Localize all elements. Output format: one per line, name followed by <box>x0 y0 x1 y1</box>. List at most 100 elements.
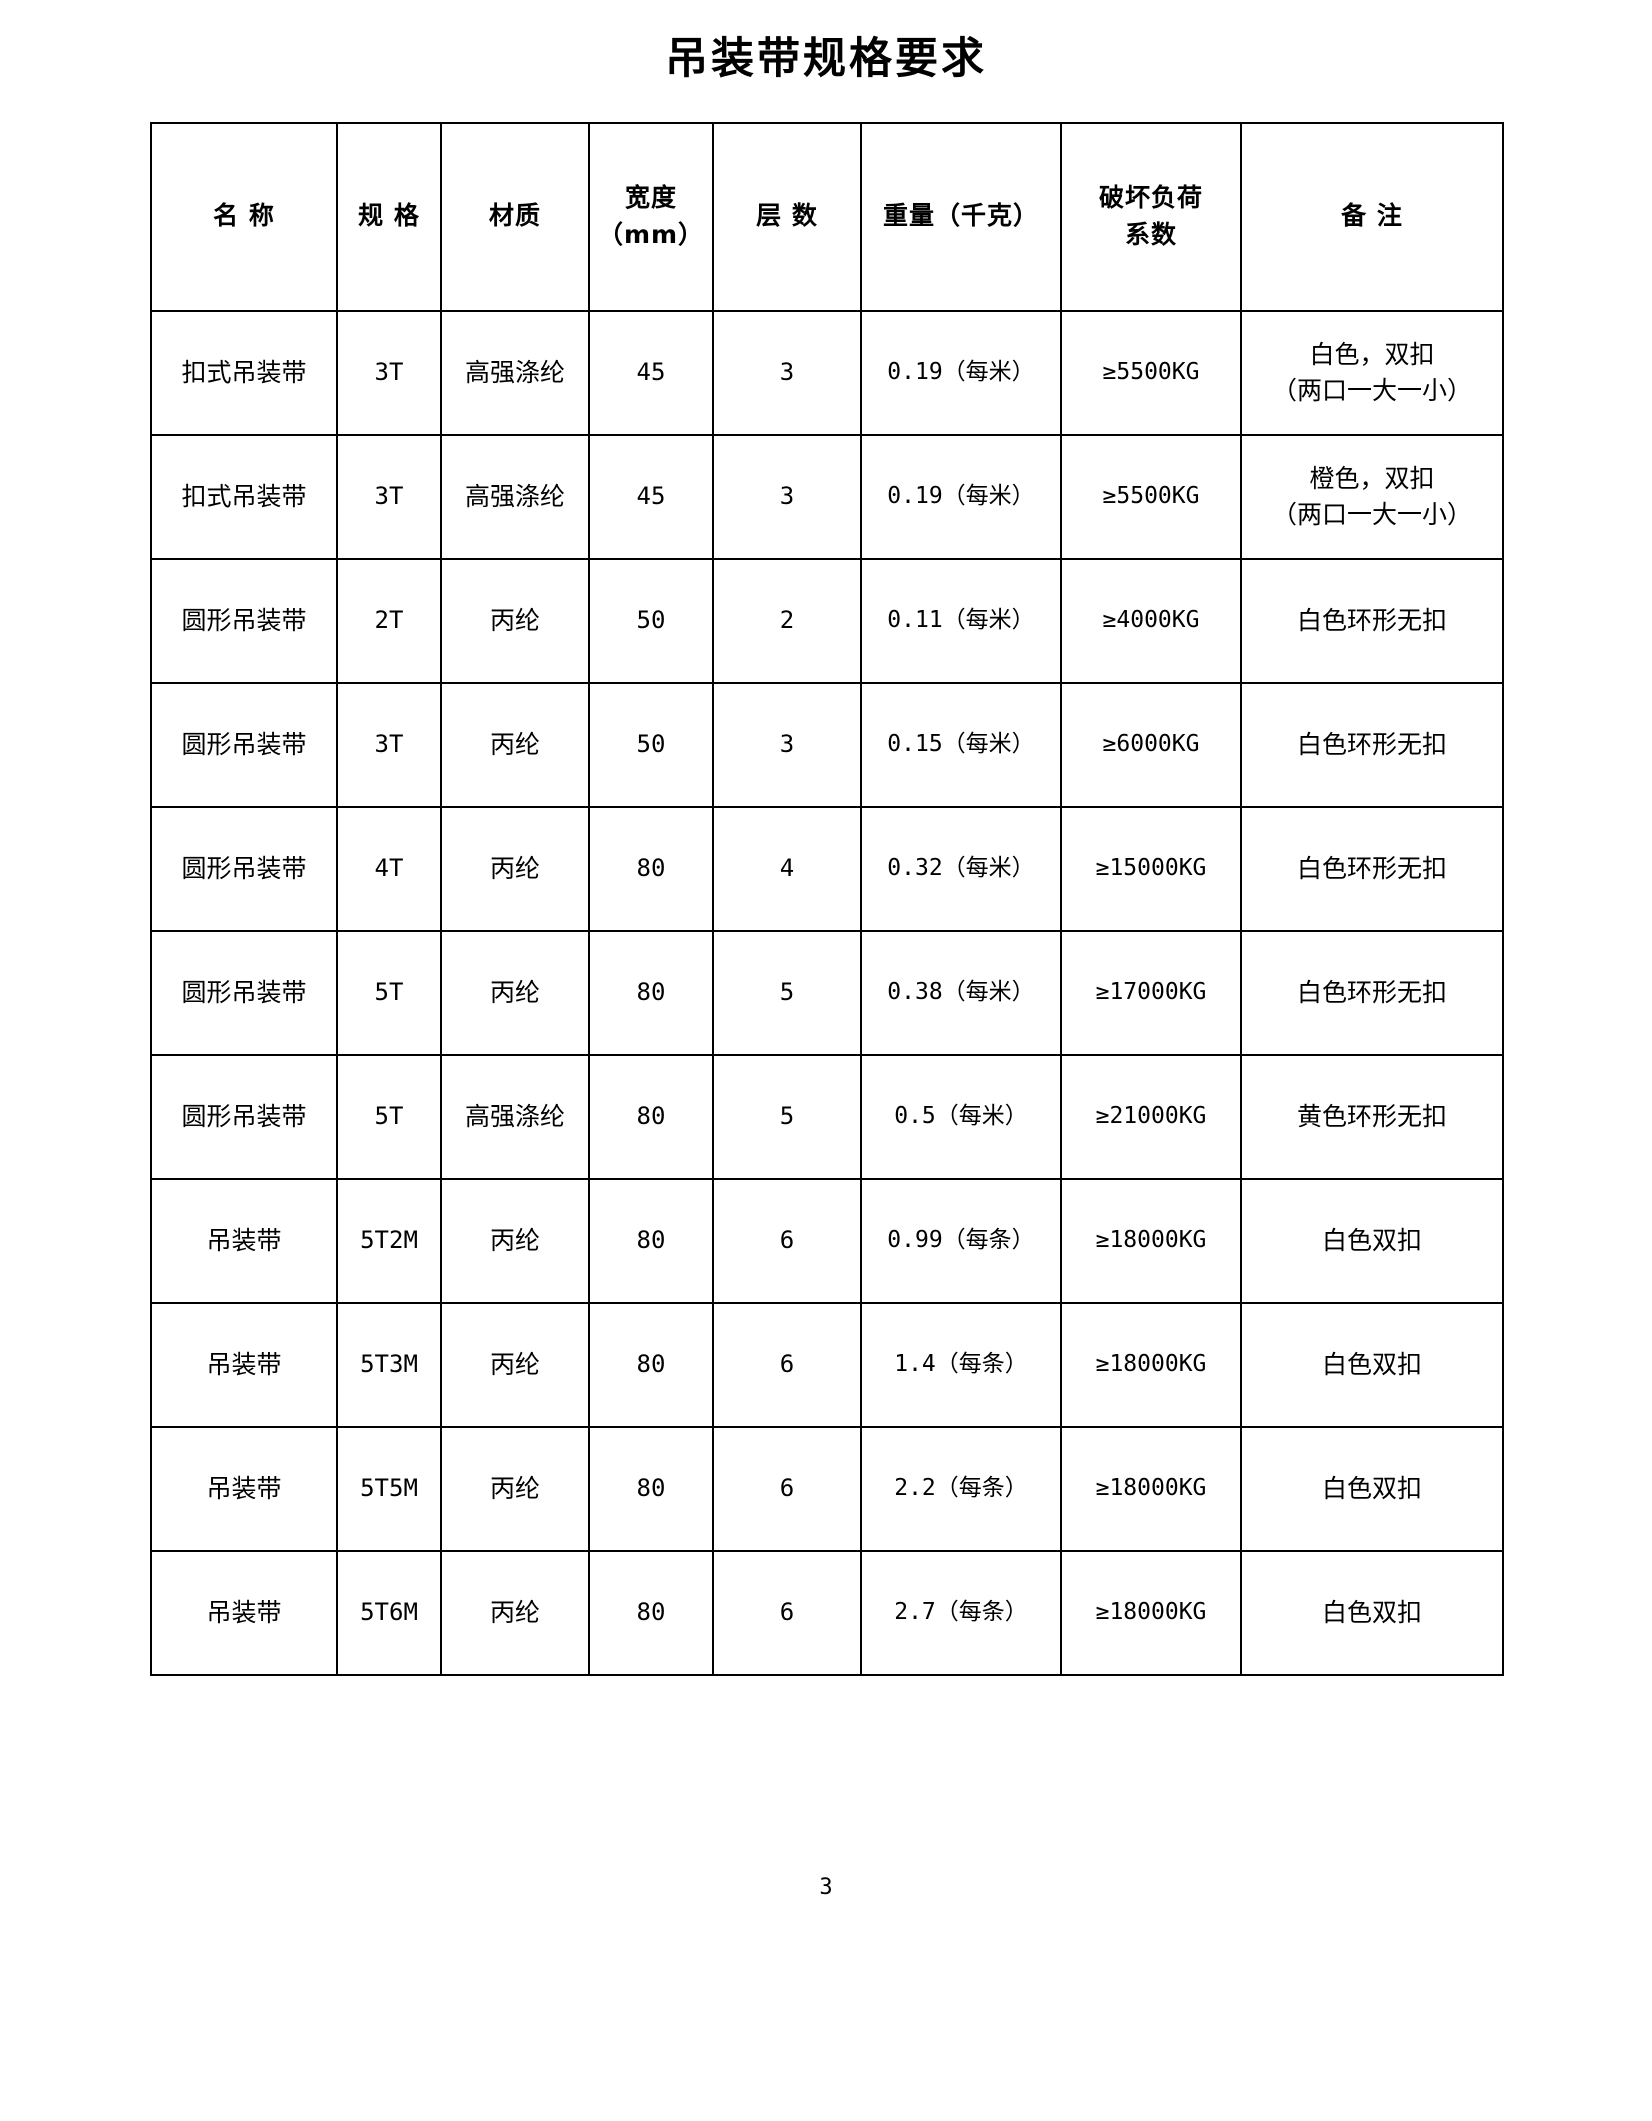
cell-remark-line: 白色双扣 <box>1321 1597 1422 1627</box>
cell-remark-line: 黄色环形无扣 <box>1296 1101 1447 1131</box>
cell-remark: 白色环形无扣 <box>1240 557 1504 684</box>
cell-name: 圆形吊装带 <box>150 929 338 1056</box>
cell-width: 50 <box>588 681 714 808</box>
column-header-breaking-load: 破坏负荷 系数 <box>1060 121 1242 312</box>
column-header-width-unit: （mm） <box>597 219 705 249</box>
cell-name: 扣式吊装带 <box>150 309 338 436</box>
page-title: 吊装带规格要求 <box>665 34 987 84</box>
cell-breaking-load: ≥6000KG <box>1060 681 1242 808</box>
cell-weight: 0.19（每米） <box>860 433 1062 560</box>
column-header-width-label: 宽度 <box>624 183 677 213</box>
cell-layers: 6 <box>712 1177 862 1304</box>
table-row: 圆形吊装带 3T 丙纶 50 3 0.15（每米） ≥6000KG 白色环形无扣 <box>150 681 1504 808</box>
table-row: 圆形吊装带 5T 丙纶 80 5 0.38（每米） ≥17000KG 白色环形无扣 <box>150 929 1504 1056</box>
cell-weight: 0.19（每米） <box>860 309 1062 436</box>
cell-breaking-load: ≥18000KG <box>1060 1301 1242 1428</box>
cell-name: 吊装带 <box>150 1425 338 1552</box>
cell-remark: 白色，双扣 （两口一大一小） <box>1240 309 1504 436</box>
cell-remark: 白色环形无扣 <box>1240 929 1504 1056</box>
cell-breaking-load: ≥18000KG <box>1060 1177 1242 1304</box>
cell-layers: 3 <box>712 309 862 436</box>
table-body: 扣式吊装带 3T 高强涤纶 45 3 0.19（每米） ≥5500KG 白色，双扣 （两口一大一… <box>150 309 1504 1676</box>
table-row: 吊装带 5T3M 丙纶 80 6 1.4（每条） ≥18000KG 白色双扣 <box>150 1301 1504 1428</box>
cell-breaking-load: ≥18000KG <box>1060 1425 1242 1552</box>
cell-material: 丙纶 <box>440 805 590 932</box>
table-row: 扣式吊装带 3T 高强涤纶 45 3 0.19（每米） ≥5500KG 白色，双扣 （两口一大一… <box>150 309 1504 436</box>
cell-weight: 0.11（每米） <box>860 557 1062 684</box>
cell-width: 80 <box>588 929 714 1056</box>
cell-remark: 白色双扣 <box>1240 1425 1504 1552</box>
cell-spec: 4T <box>336 805 442 932</box>
cell-spec: 5T2M <box>336 1177 442 1304</box>
cell-weight: 0.32（每米） <box>860 805 1062 932</box>
cell-remark: 白色双扣 <box>1240 1549 1504 1676</box>
table-row: 圆形吊装带 2T 丙纶 50 2 0.11（每米） ≥4000KG 白色环形无扣 <box>150 557 1504 684</box>
cell-breaking-load: ≥21000KG <box>1060 1053 1242 1180</box>
cell-width: 80 <box>588 1301 714 1428</box>
cell-spec: 3T <box>336 681 442 808</box>
column-header-weight-label: 重量（千克） <box>882 201 1039 231</box>
cell-remark: 白色环形无扣 <box>1240 681 1504 808</box>
cell-breaking-load: ≥5500KG <box>1060 433 1242 560</box>
cell-remark-line: 白色双扣 <box>1321 1349 1422 1379</box>
cell-breaking-load: ≥5500KG <box>1060 309 1242 436</box>
cell-remark: 黄色环形无扣 <box>1240 1053 1504 1180</box>
cell-spec: 5T5M <box>336 1425 442 1552</box>
cell-breaking-load: ≥15000KG <box>1060 805 1242 932</box>
cell-material: 丙纶 <box>440 1301 590 1428</box>
cell-name: 扣式吊装带 <box>150 433 338 560</box>
cell-layers: 2 <box>712 557 862 684</box>
cell-weight: 2.2（每条） <box>860 1425 1062 1552</box>
cell-remark: 白色双扣 <box>1240 1301 1504 1428</box>
cell-spec: 5T3M <box>336 1301 442 1428</box>
cell-material: 丙纶 <box>440 929 590 1056</box>
cell-breaking-load: ≥18000KG <box>1060 1549 1242 1676</box>
column-header-weight: 重量（千克） <box>860 121 1062 312</box>
table-row: 吊装带 5T6M 丙纶 80 6 2.7（每条） ≥18000KG 白色双扣 <box>150 1549 1504 1676</box>
cell-width: 80 <box>588 1549 714 1676</box>
cell-spec: 5T6M <box>336 1549 442 1676</box>
cell-remark-line: 橙色，双扣 <box>1309 463 1435 493</box>
cell-width: 45 <box>588 433 714 560</box>
cell-width: 80 <box>588 1425 714 1552</box>
table-row: 圆形吊装带 4T 丙纶 80 4 0.32（每米） ≥15000KG 白色环形无扣 <box>150 805 1504 932</box>
column-header-spec-label: 规 格 <box>358 201 420 231</box>
cell-remark-line: 白色环形无扣 <box>1296 977 1447 1007</box>
cell-remark-line: 白色双扣 <box>1321 1473 1422 1503</box>
cell-width: 50 <box>588 557 714 684</box>
table-row: 扣式吊装带 3T 高强涤纶 45 3 0.19（每米） ≥5500KG 橙色，双扣 （两口一大一… <box>150 433 1504 560</box>
cell-name: 圆形吊装带 <box>150 805 338 932</box>
cell-weight: 0.15（每米） <box>860 681 1062 808</box>
table-row: 圆形吊装带 5T 高强涤纶 80 5 0.5（每米） ≥21000KG 黄色环形无扣 <box>150 1053 1504 1180</box>
cell-material: 丙纶 <box>440 1177 590 1304</box>
cell-spec: 5T <box>336 929 442 1056</box>
cell-material: 丙纶 <box>440 1549 590 1676</box>
cell-layers: 5 <box>712 1053 862 1180</box>
column-header-layers-label: 层 数 <box>756 201 818 231</box>
cell-layers: 3 <box>712 681 862 808</box>
sling-specification-table: 名 称 规 格 材质 宽度 （mm） 层 数 <box>150 121 1504 1676</box>
cell-width: 80 <box>588 1053 714 1180</box>
cell-name: 吊装带 <box>150 1177 338 1304</box>
cell-spec: 3T <box>336 433 442 560</box>
cell-name: 圆形吊装带 <box>150 557 338 684</box>
spec-table-container: 名 称 规 格 材质 宽度 （mm） 层 数 <box>0 121 1652 1676</box>
cell-name: 圆形吊装带 <box>150 1053 338 1180</box>
cell-remark: 白色环形无扣 <box>1240 805 1504 932</box>
cell-layers: 6 <box>712 1549 862 1676</box>
table-header-row: 名 称 规 格 材质 宽度 （mm） 层 数 <box>150 121 1504 312</box>
column-header-remark: 备 注 <box>1240 121 1504 312</box>
table-row: 吊装带 5T5M 丙纶 80 6 2.2（每条） ≥18000KG 白色双扣 <box>150 1425 1504 1552</box>
cell-remark-line: 白色双扣 <box>1321 1225 1422 1255</box>
cell-material: 丙纶 <box>440 681 590 808</box>
cell-spec: 3T <box>336 309 442 436</box>
column-header-name-label: 名 称 <box>213 201 275 231</box>
cell-breaking-load: ≥17000KG <box>1060 929 1242 1056</box>
cell-width: 80 <box>588 1177 714 1304</box>
cell-width: 45 <box>588 309 714 436</box>
cell-remark: 白色双扣 <box>1240 1177 1504 1304</box>
cell-layers: 4 <box>712 805 862 932</box>
cell-material: 高强涤纶 <box>440 309 590 436</box>
column-header-layers: 层 数 <box>712 121 862 312</box>
